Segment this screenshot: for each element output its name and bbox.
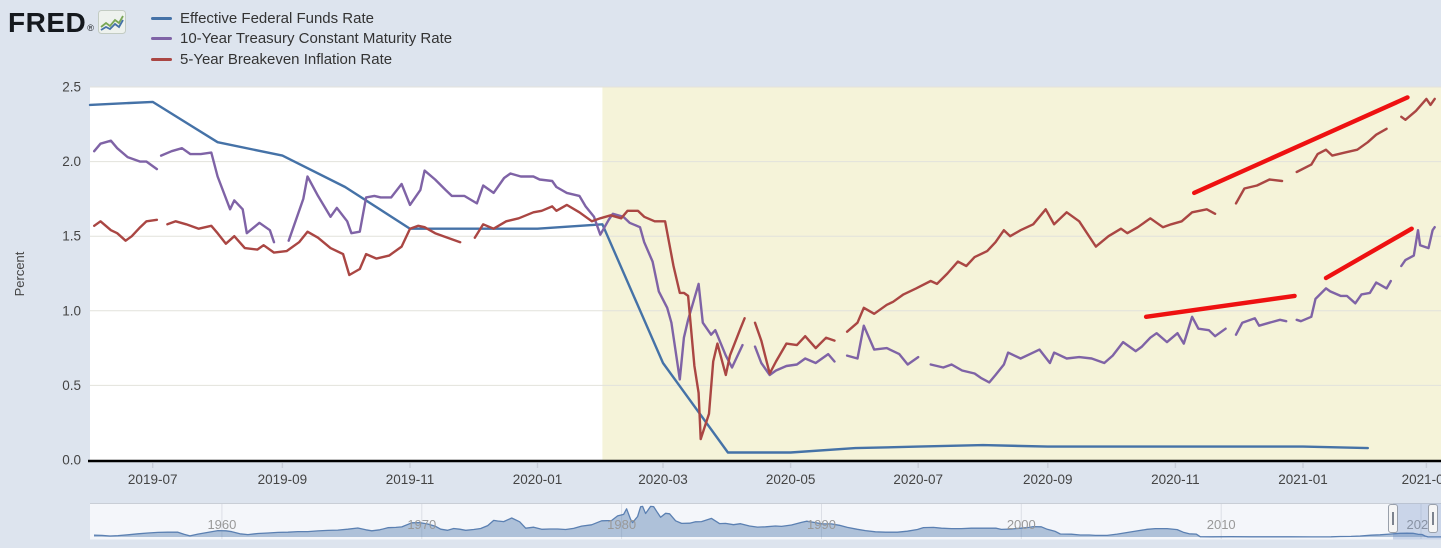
handle-grip-icon [1432,512,1435,525]
handle-grip-icon [1392,512,1395,525]
svg-text:1980: 1980 [607,517,636,532]
svg-text:1970: 1970 [407,517,436,532]
y-axis-labels: 0.0 0.5 1.0 1.5 2.0 2.5 [62,80,81,468]
svg-text:2020-09: 2020-09 [1023,472,1073,487]
trend-line-1 [1143,293,1297,319]
svg-text:2021-03: 2021-03 [1402,472,1441,487]
svg-text:2020-05: 2020-05 [766,472,816,487]
gridlines [90,86,1441,386]
svg-text:1.0: 1.0 [62,303,81,318]
svg-text:2010: 2010 [1207,517,1236,532]
navigator-decade-labels: 1960 1970 1980 1990 2000 2010 2020 [207,517,1435,532]
svg-text:2019-09: 2019-09 [258,472,308,487]
svg-text:2000: 2000 [1007,517,1036,532]
legend-item-1[interactable]: 10-Year Treasury Constant Maturity Rate [151,29,452,50]
legend: Effective Federal Funds Rate 10-Year Trea… [151,8,452,70]
series-line-2 [93,97,1436,441]
registered-mark: ® [87,23,94,33]
svg-text:2.5: 2.5 [62,80,81,95]
y-axis-title: Percent [12,251,27,296]
svg-text:2020-11: 2020-11 [1151,472,1200,487]
svg-text:2021-01: 2021-01 [1278,472,1328,487]
svg-text:1960: 1960 [207,517,236,532]
svg-text:0.5: 0.5 [62,378,81,393]
svg-text:2020-03: 2020-03 [638,472,688,487]
svg-text:2.0: 2.0 [62,154,81,169]
svg-text:2020-07: 2020-07 [893,472,943,487]
navigator-line [93,505,1441,538]
legend-line-marker [151,57,172,61]
series-line-0 [88,100,1369,454]
trend-line-2 [1323,226,1414,281]
legend-item-2[interactable]: 5-Year Breakeven Inflation Rate [151,49,452,70]
series-line-1 [93,139,1436,384]
navigator-area [94,506,1441,537]
fred-sparkline-icon [97,10,126,34]
legend-line-marker [151,16,172,20]
svg-text:1.5: 1.5 [62,229,81,244]
svg-text:2020: 2020 [1407,517,1436,532]
svg-text:2019-11: 2019-11 [386,472,435,487]
legend-label: 5-Year Breakeven Inflation Rate [180,50,393,68]
navigator-background [90,503,1441,540]
navigator-left-handle[interactable] [1388,504,1399,533]
legend-item-0[interactable]: Effective Federal Funds Rate [151,8,452,29]
svg-text:0.0: 0.0 [62,453,81,468]
highlight-band [602,87,1441,460]
legend-label: 10-Year Treasury Constant Maturity Rate [180,30,453,48]
legend-label: Effective Federal Funds Rate [180,9,374,27]
svg-text:1990: 1990 [807,517,836,532]
navigator-gridlines [221,504,1422,539]
svg-text:2019-07: 2019-07 [128,472,178,487]
legend-line-marker [151,37,172,41]
fred-logo[interactable]: FRED ® [8,9,126,37]
trend-annotations [1143,95,1414,319]
fred-logo-text: FRED [8,7,87,38]
x-axis-labels: 2019-07 2019-09 2019-11 2020-01 2020-03 2020-… [128,463,1441,487]
trend-line-0 [1191,95,1410,196]
svg-text:2020-01: 2020-01 [513,472,563,487]
navigator-right-handle[interactable] [1428,504,1439,533]
